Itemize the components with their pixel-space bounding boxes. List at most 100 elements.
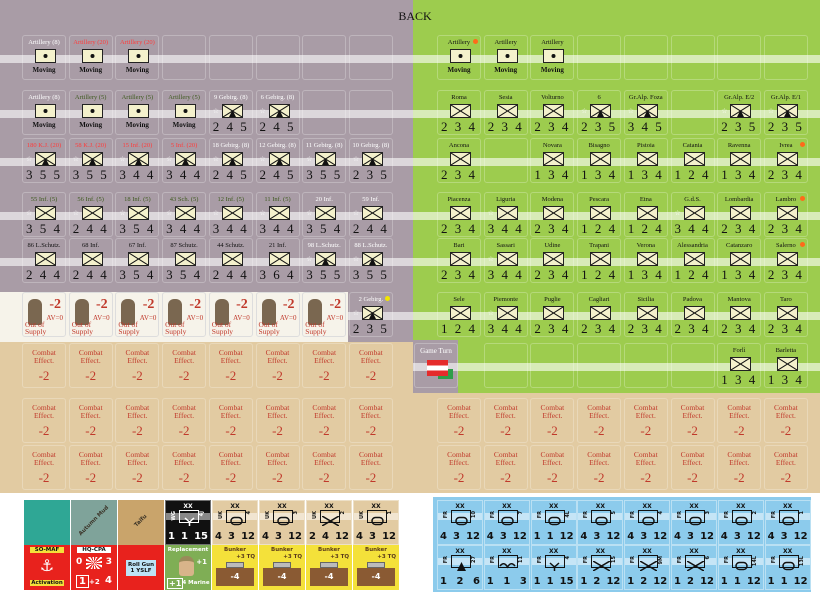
combat-effect-counter[interactable]: Combat Effect. -2 — [348, 398, 393, 443]
combat-effect-counter[interactable]: Combat Effect. -2 — [115, 398, 160, 443]
unit-counter[interactable]: 6 Gebirg. (8) 2 4 5 ☆ — [255, 90, 300, 135]
bunker-counter[interactable]: Bunker +3 TQ -4 — [306, 545, 352, 590]
unit-counter[interactable]: Alessandria 1 2 4 — [670, 238, 715, 283]
combat-effect-counter[interactable]: Combat Effect. -2 — [22, 343, 66, 388]
unit-counter[interactable]: 180 K.J. (20) 3 5 5 ☆ — [22, 138, 66, 183]
division-counter[interactable]: XX FR 5 4 3 12 — [577, 500, 624, 545]
division-counter[interactable]: XX UK 3 4 3 12 — [259, 500, 305, 545]
combat-effect-counter[interactable]: Combat Effect. -2 — [577, 445, 622, 490]
unit-counter[interactable]: 88 L.Schutz. 3 5 5 ☆ — [348, 238, 393, 283]
game-turn-marker[interactable]: Game Turn — [414, 343, 458, 388]
unit-counter[interactable]: 55 Inf. (5) 3 5 4 ☆ — [22, 192, 66, 237]
combat-effect-counter[interactable]: Combat Effect. -2 — [22, 398, 66, 443]
division-counter[interactable]: XX UK 4 4 3 12 — [212, 500, 258, 545]
combat-effect-counter[interactable]: Combat Effect. -2 — [483, 398, 528, 443]
unit-counter[interactable]: Artillery (8) Moving — [22, 35, 66, 80]
unit-counter[interactable]: 2 Gebirg. 2 3 5 ☆ — [348, 292, 393, 337]
unit-counter[interactable]: Padova 2 3 4 — [670, 292, 715, 337]
combat-effect-counter[interactable]: Combat Effect. -2 — [670, 445, 715, 490]
unit-counter[interactable]: 56 Inf. (5) 2 4 4 ☆ — [68, 192, 113, 237]
unit-counter[interactable]: Lombardia 2 3 4 — [717, 192, 762, 237]
repl-counter[interactable]: Replacement +1 +1 4 Marine — [165, 545, 211, 590]
combat-effect-counter[interactable]: Combat Effect. -2 — [208, 445, 253, 490]
unit-counter[interactable]: Gr.Alp. E/1 2 3 5 ☆ — [763, 90, 808, 135]
division-counter[interactable]: XX FR 1 4 3 12 — [764, 500, 811, 545]
division-counter[interactable]: XX FR 4 4 3 12 — [624, 500, 671, 545]
combat-effect-counter[interactable]: Combat Effect. -2 — [22, 445, 66, 490]
division-counter[interactable]: XX FR 27 1 2 6 — [437, 545, 483, 590]
unit-counter[interactable]: 20 Inf. 3 5 4 ☆ — [302, 192, 347, 237]
unit-counter[interactable]: Catania 1 2 4 — [670, 138, 715, 183]
unit-counter[interactable]: Sele 1 2 4 — [437, 292, 481, 337]
combat-effect-counter[interactable]: Combat Effect. -2 — [255, 445, 300, 490]
unit-counter[interactable]: Ivrea 2 3 4 — [763, 138, 808, 183]
unit-counter[interactable]: Sicilia 2 3 4 — [623, 292, 668, 337]
bunker-counter[interactable]: Bunker +3 TQ -4 — [212, 545, 258, 590]
unit-counter[interactable]: Bari 2 3 4 — [437, 238, 481, 283]
combat-effect-counter[interactable]: Combat Effect. -2 — [302, 343, 347, 388]
unit-counter[interactable]: Artillery Moving — [483, 35, 528, 80]
unit-counter[interactable]: 98 L.Schutz. 3 5 5 ☆ — [302, 238, 347, 283]
unit-counter[interactable]: Artillery (20) Moving — [68, 35, 113, 80]
unit-counter[interactable]: Pescara 1 2 4 — [577, 192, 622, 237]
combat-effect-counter[interactable]: Combat Effect. -2 — [162, 445, 207, 490]
unit-counter[interactable]: Lambro 2 3 4 — [763, 192, 808, 237]
combat-effect-counter[interactable]: Combat Effect. -2 — [68, 398, 113, 443]
combat-effect-counter[interactable]: Combat Effect. -2 — [530, 398, 575, 443]
combat-effect-counter[interactable]: Combat Effect. -2 — [162, 343, 207, 388]
bunker-counter[interactable]: Bunker +3 TQ -4 — [353, 545, 399, 590]
unit-counter[interactable]: Trapani 1 2 4 — [577, 238, 622, 283]
unit-counter[interactable]: Sassari 3 4 4 ☆ — [483, 238, 528, 283]
unit-counter[interactable]: 43 Sch. (5) 3 4 4 ☆ — [162, 192, 207, 237]
unit-counter[interactable]: 67 Inf. 3 5 4 — [115, 238, 160, 283]
unit-counter[interactable]: Udine 2 3 4 — [530, 238, 575, 283]
combat-effect-counter[interactable]: Combat Effect. -2 — [483, 445, 528, 490]
unit-counter[interactable]: 10 Gebirg. (8) 2 3 5 ☆ — [348, 138, 393, 183]
unit-counter[interactable]: 12 Inf. (5) 3 4 4 ☆ — [208, 192, 253, 237]
unit-counter[interactable]: 87 Schutz. 3 5 4 — [162, 238, 207, 283]
combat-effect-counter[interactable]: Combat Effect. -2 — [208, 398, 253, 443]
unit-counter[interactable]: 44 Schutz. 2 4 4 — [208, 238, 253, 283]
unit-counter[interactable]: Catanzaro 1 3 4 — [717, 238, 762, 283]
out-of-supply-counter[interactable]: -2 AV=0 Out of Supply — [68, 292, 113, 337]
unit-counter[interactable]: Taro 2 3 4 — [763, 292, 808, 337]
unit-counter[interactable]: 11 Gebirg. (8) 3 5 5 ☆ — [302, 138, 347, 183]
unit-counter[interactable]: Artillery (5) Moving — [115, 90, 160, 135]
unit-counter[interactable]: 18 Gebirg. (8) 2 4 5 ☆ — [208, 138, 253, 183]
division-counter[interactable]: XX FR 3 4 3 12 — [671, 500, 717, 545]
division-counter[interactable]: XX FR 7 4 3 12 — [483, 500, 530, 545]
division-counter[interactable]: XX FR 4L 1 1 12 — [530, 500, 577, 545]
unit-counter[interactable]: 6 2 3 5 ☆ — [577, 90, 622, 135]
combat-effect-counter[interactable]: Combat Effect. -2 — [302, 398, 347, 443]
division-counter[interactable]: XX FR 6 1 2 12 — [671, 545, 717, 590]
unit-counter[interactable]: 68 Inf. 2 4 4 — [68, 238, 113, 283]
unit-counter[interactable]: 86 L.Schutz. 2 4 4 — [22, 238, 66, 283]
unit-counter[interactable]: Bisagno 1 3 4 — [577, 138, 622, 183]
unit-counter[interactable]: Gr.Alp. E/2 2 3 5 ☆ — [717, 90, 762, 135]
division-counter[interactable]: XX FR 15 1 2 12 — [577, 545, 624, 590]
division-counter[interactable]: XX FR 4 1 1 15 — [530, 545, 577, 590]
unit-counter[interactable]: Ancona 2 3 4 — [437, 138, 481, 183]
unit-counter[interactable]: Artillery (20) Moving — [115, 35, 160, 80]
combat-effect-counter[interactable]: Combat Effect. -2 — [208, 343, 253, 388]
combat-effect-counter[interactable]: Combat Effect. -2 — [623, 445, 668, 490]
combat-effect-counter[interactable]: Combat Effect. -2 — [437, 398, 481, 443]
combat-effect-counter[interactable]: Combat Effect. -2 — [670, 398, 715, 443]
out-of-supply-counter[interactable]: -2 AV=0 Out of Supply — [302, 292, 347, 337]
division-counter[interactable]: XX FR 13L 1 1 12 — [764, 545, 811, 590]
unit-counter[interactable]: 58 K.J. (20) 3 5 5 ☆ — [68, 138, 113, 183]
unit-counter[interactable]: Cagliari 2 3 4 — [577, 292, 622, 337]
unit-counter[interactable]: Verona 1 3 4 — [623, 238, 668, 283]
division-counter[interactable]: XX FR 10 4 3 12 — [437, 500, 483, 545]
out-of-supply-counter[interactable]: -2 AV=0 Out of Supply — [208, 292, 253, 337]
division-counter[interactable]: XX UK 2 2 4 12 — [306, 500, 352, 545]
out-of-supply-counter[interactable]: -2 AV=0 Out of Supply — [255, 292, 300, 337]
combat-effect-counter[interactable]: Combat Effect. -2 — [302, 445, 347, 490]
division-counter[interactable]: XX FR 9M 1 2 12 — [624, 545, 671, 590]
unit-counter[interactable]: Artillery Moving — [437, 35, 481, 80]
unit-counter[interactable]: Novara 1 3 4 — [530, 138, 575, 183]
unit-counter[interactable]: 18 Inf. (5) 3 5 4 ☆ — [115, 192, 160, 237]
note-counter[interactable]: Roll Gun 1 YSLF — [118, 545, 164, 590]
unit-counter[interactable]: 59 Inf. 2 4 4 ☆ — [348, 192, 393, 237]
unit-counter[interactable]: Pistoia 1 3 4 — [623, 138, 668, 183]
